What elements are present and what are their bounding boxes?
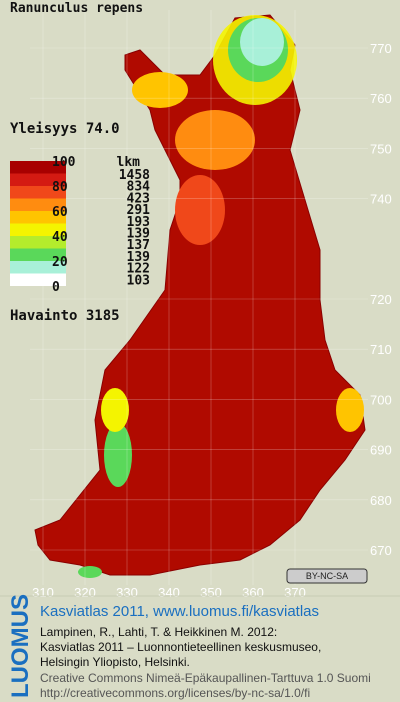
- legend-count: 139: [127, 250, 150, 265]
- y-grid-label: 760: [370, 91, 392, 106]
- low-frequency-area: [104, 423, 132, 487]
- x-grid-label: 320: [74, 585, 96, 600]
- footer: Lampinen, R., Lahti, T. & Heikkinen M. 2…: [40, 625, 371, 700]
- license-line: Creative Commons Nimeä-Epäkaupallinen-Ta…: [40, 671, 371, 685]
- legend-scale-label: 0: [52, 280, 60, 295]
- y-grid-label: 680: [370, 493, 392, 508]
- legend-count: 137: [127, 238, 150, 253]
- y-grid-label: 710: [370, 342, 392, 357]
- low-frequency-area: [175, 110, 255, 170]
- legend-swatch: [10, 261, 66, 274]
- legend-swatch: [10, 186, 66, 199]
- legend-scale-label: 100: [52, 155, 76, 170]
- y-grid-label: 700: [370, 392, 392, 407]
- y-grid-label: 720: [370, 292, 392, 307]
- legend-count-header: lkm: [117, 155, 141, 170]
- x-grid-label: 360: [242, 585, 264, 600]
- x-grid-label: 370: [284, 585, 306, 600]
- x-grid-label: 310: [32, 585, 54, 600]
- legend-count: 291: [127, 203, 151, 218]
- legend-count: 122: [127, 262, 150, 277]
- legend-scale-label: 80: [52, 180, 68, 195]
- low-frequency-area: [132, 72, 188, 108]
- legend-swatch: [10, 236, 66, 249]
- finland-map: [34, 14, 366, 578]
- legend-swatch: [10, 161, 66, 174]
- y-grid-label: 690: [370, 443, 392, 458]
- legend-count: 103: [127, 273, 150, 288]
- citation-line: Kasviatlas 2011 – Luonnontieteellinen ke…: [40, 640, 321, 654]
- legend-count: 423: [127, 191, 150, 206]
- low-frequency-area: [175, 175, 225, 245]
- y-grid-label: 770: [370, 41, 392, 56]
- legend-swatch: [10, 248, 66, 261]
- x-grid-label: 340: [158, 585, 180, 600]
- legend-count: 834: [127, 180, 151, 195]
- citation-line: Helsingin Yliopisto, Helsinki.: [40, 655, 190, 669]
- legend-scale-label: 40: [52, 230, 68, 245]
- citation-line: Lampinen, R., Lahti, T. & Heikkinen M. 2…: [40, 625, 277, 639]
- x-grid-label: 350: [200, 585, 222, 600]
- legend-swatch: [10, 198, 66, 211]
- legend-swatch: [10, 211, 66, 224]
- x-grid-label: 330: [116, 585, 138, 600]
- legend-swatch: [10, 173, 66, 186]
- license-line: http://creativecommons.org/licenses/by-n…: [40, 686, 310, 700]
- license-badge: [286, 568, 368, 584]
- legend: 100806040200lkm1458834423291193139137139…: [10, 155, 150, 295]
- logo: LUOMUS: [7, 594, 34, 698]
- license-badge-text: BY-NC-SA: [306, 571, 348, 581]
- legend-swatch: [10, 273, 66, 286]
- frequency: Yleisyys 74.0: [10, 121, 120, 137]
- legend-count: 193: [127, 215, 150, 230]
- low-frequency-area: [78, 566, 102, 578]
- legend-count: 1458: [119, 168, 150, 183]
- low-frequency-area: [240, 18, 284, 66]
- footer-heading: Kasviatlas 2011, www.luomus.fi/kasviatla…: [40, 603, 319, 620]
- low-frequency-area: [336, 388, 364, 432]
- y-grid-label: 750: [370, 141, 392, 156]
- y-grid-label: 740: [370, 192, 392, 207]
- observation-count: Havainto 3185: [10, 308, 120, 324]
- legend-count: 139: [127, 227, 150, 242]
- legend-swatch: [10, 223, 66, 236]
- legend-scale-label: 60: [52, 205, 68, 220]
- species-name: Ranunculus repens: [10, 1, 143, 16]
- low-frequency-area: [101, 388, 129, 432]
- y-grid-label: 670: [370, 543, 392, 558]
- legend-scale-label: 20: [52, 255, 68, 270]
